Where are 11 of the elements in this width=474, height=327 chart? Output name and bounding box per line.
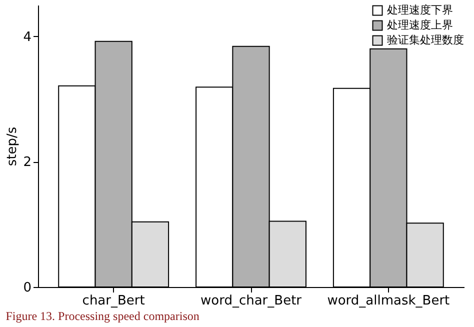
legend-label: 处理速度上界 bbox=[387, 18, 453, 32]
legend-label: 处理速度下界 bbox=[387, 4, 453, 16]
y-tick-label: 2 bbox=[23, 155, 32, 170]
caption: Figure 13. Processing speed comparison bbox=[6, 309, 200, 323]
y-tick-label: 0 bbox=[23, 280, 32, 296]
x-tick-label: char_Bert bbox=[82, 294, 145, 308]
legend-label: 验证集处理数度 bbox=[387, 34, 464, 46]
y-tick-label: 4 bbox=[23, 30, 32, 45]
x-tick-label: word_allmask_Bert bbox=[327, 294, 450, 308]
x-tick-label: word_char_Betr bbox=[200, 294, 302, 308]
y-axis-title: step/s bbox=[5, 126, 20, 166]
